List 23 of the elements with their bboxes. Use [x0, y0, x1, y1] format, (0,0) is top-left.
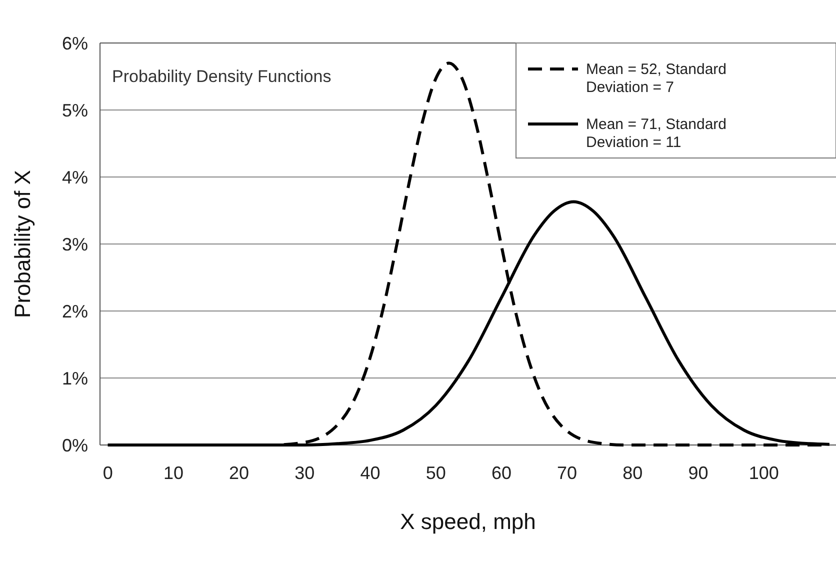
annotation: Probability Density Functions [112, 67, 332, 86]
x-tick-label: 60 [491, 463, 512, 483]
x-tick-label: 10 [163, 463, 184, 483]
x-tick-label: 100 [748, 463, 779, 483]
y-tick-label: 4% [62, 167, 88, 188]
y-tick-label: 1% [62, 368, 88, 388]
x-tick-label: 70 [557, 463, 578, 483]
x-tick-label: 90 [688, 463, 708, 483]
y-tick-label: 2% [62, 301, 88, 322]
x-tick-label: 50 [426, 463, 446, 483]
x-axis-title: X speed, mph [400, 509, 536, 534]
legend-label: Mean = 52, Standard Deviation = 7 [586, 61, 727, 96]
x-tick-label: 30 [294, 463, 315, 483]
y-tick-label: 0% [62, 435, 88, 456]
y-tick-label: 5% [62, 100, 88, 120]
y-axis-title: Probability of X [10, 170, 35, 318]
y-tick-label: 3% [62, 234, 88, 254]
x-tick-label: 20 [229, 463, 250, 483]
y-tick-label: 6% [62, 33, 88, 54]
x-tick-label: 40 [360, 463, 380, 483]
legend-label: Mean = 71, Standard Deviation = 11 [586, 116, 727, 151]
x-tick-label: 80 [622, 463, 643, 483]
x-tick-label: 0 [102, 463, 113, 483]
